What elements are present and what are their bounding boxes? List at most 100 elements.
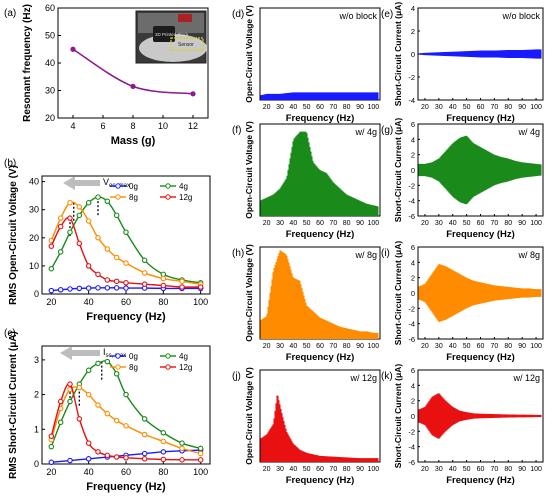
legend-swatch-marker bbox=[115, 194, 121, 200]
waveform bbox=[418, 135, 542, 205]
data-point bbox=[57, 398, 64, 405]
x-tick-label: 30 bbox=[435, 466, 443, 473]
data-point bbox=[113, 285, 120, 291]
x-tick-label: 50 bbox=[303, 466, 311, 473]
y-tick-label: 1 bbox=[34, 424, 39, 434]
data-point bbox=[67, 229, 73, 235]
panel-label: (g) bbox=[381, 125, 393, 136]
data-point bbox=[76, 204, 83, 210]
panel-label: (b) bbox=[4, 158, 16, 169]
data-point bbox=[104, 246, 111, 252]
x-tick-label: 20 bbox=[421, 220, 429, 227]
data-point bbox=[123, 455, 129, 461]
x-tick-label: 20 bbox=[46, 297, 56, 307]
data-point bbox=[141, 416, 148, 422]
x-tick-label: 30 bbox=[276, 104, 284, 111]
data-point bbox=[104, 358, 111, 365]
x-tick-label: 60 bbox=[477, 343, 485, 350]
legend-swatch-marker bbox=[165, 364, 171, 370]
x-tick-label: 20 bbox=[421, 104, 429, 111]
legend-entry-12g: 12g bbox=[160, 193, 192, 202]
legend-entry-12g: 12g bbox=[160, 363, 192, 372]
data-point bbox=[76, 240, 83, 247]
x-tick-label: 60 bbox=[316, 104, 324, 111]
x-tick-label: 70 bbox=[329, 343, 337, 350]
legend-entry-4g: 4g bbox=[160, 352, 188, 361]
data-point bbox=[160, 430, 167, 436]
data-point bbox=[57, 223, 64, 230]
y-tick-label: -6 bbox=[408, 335, 415, 344]
x-tick-label: 40 bbox=[449, 220, 457, 227]
data-point bbox=[95, 271, 101, 278]
y-axis-label: RMS Short-Circuit Current (μA) bbox=[8, 331, 19, 479]
series-line-12g bbox=[50, 216, 201, 288]
x-tick-label: 60 bbox=[477, 220, 485, 227]
shift-arrow bbox=[63, 176, 100, 190]
x-tick-label: 100 bbox=[367, 220, 379, 227]
series-line-4g bbox=[50, 360, 201, 450]
x-tick-label: 70 bbox=[329, 220, 337, 227]
data-point bbox=[160, 449, 167, 455]
y-tick-label: 2 bbox=[411, 274, 415, 283]
x-tick-label: 40 bbox=[289, 220, 297, 227]
x-tick-label: 80 bbox=[158, 467, 168, 477]
condition-label: w/ 12g bbox=[512, 373, 540, 383]
y-axis-label: Resonant frequency (Hz) bbox=[22, 4, 33, 122]
data-point bbox=[67, 215, 73, 221]
y-tick-label: -2 bbox=[408, 73, 415, 82]
waveform bbox=[260, 131, 379, 216]
x-tick-label: 50 bbox=[303, 220, 311, 227]
data-point bbox=[197, 445, 204, 452]
data-point bbox=[179, 457, 185, 463]
data-point bbox=[141, 450, 148, 457]
y-tick-label: -2 bbox=[408, 427, 415, 436]
y-axis-label: Open-Circuit Voltage (V) bbox=[244, 244, 254, 342]
x-tick-label: 60 bbox=[316, 220, 324, 227]
y-tick-label: 6 bbox=[411, 366, 415, 375]
data-point bbox=[85, 263, 92, 269]
x-tick-label: 90 bbox=[356, 104, 364, 111]
x-tick-label: 60 bbox=[121, 467, 131, 477]
y-tick-label: 3 bbox=[34, 355, 39, 365]
data-point bbox=[123, 285, 129, 291]
data-point bbox=[130, 83, 136, 89]
x-tick-label: 80 bbox=[504, 343, 512, 350]
panel-label: (c) bbox=[4, 328, 16, 339]
y-tick-label: 2 bbox=[34, 390, 39, 400]
data-point bbox=[76, 212, 83, 219]
legend-label: 4g bbox=[179, 352, 188, 361]
panel-label: (j) bbox=[232, 371, 241, 382]
data-point bbox=[70, 46, 76, 52]
x-tick-label: 70 bbox=[490, 466, 498, 473]
x-tick-label: 30 bbox=[276, 220, 284, 227]
x-tick-label: 60 bbox=[316, 466, 324, 473]
waveform-fill bbox=[418, 135, 542, 205]
inset-photo: 3D Printed Block Sensor bbox=[135, 10, 207, 64]
data-point bbox=[123, 229, 129, 235]
panel-label: (i) bbox=[381, 248, 390, 259]
x-tick-label: 100 bbox=[367, 466, 379, 473]
inset-sensor-label: Sensor bbox=[178, 42, 194, 48]
data-point bbox=[179, 445, 185, 452]
data-point bbox=[67, 398, 73, 405]
x-axis-label: Frequency (Hz) bbox=[446, 352, 515, 363]
x-tick-label: 20 bbox=[421, 343, 429, 350]
legend-swatch-marker bbox=[115, 183, 121, 189]
x-tick-label: 20 bbox=[263, 104, 271, 111]
panel-a: 4 6 8 10 12 20 30 40 50 60 Mass (g) Resonant freque… bbox=[4, 3, 209, 147]
data-point bbox=[48, 243, 55, 249]
data-point bbox=[95, 360, 101, 367]
y-tick-label: -2 bbox=[408, 181, 415, 190]
data-point bbox=[104, 452, 111, 459]
waveform bbox=[418, 393, 542, 439]
waveform-fill bbox=[418, 263, 542, 323]
panel-c: 20 40 60 80 100 0 1 2 3 Frequency (Hz) RMS Short-C… bbox=[4, 328, 211, 493]
legend-entry-8g: 8g bbox=[110, 363, 138, 372]
x-axis-label: Frequency (Hz) bbox=[86, 481, 166, 493]
waveform-fill bbox=[260, 250, 379, 339]
x-tick-label: 50 bbox=[303, 343, 311, 350]
data-point bbox=[160, 282, 167, 289]
data-point bbox=[123, 280, 129, 286]
plot-frame bbox=[259, 7, 381, 101]
